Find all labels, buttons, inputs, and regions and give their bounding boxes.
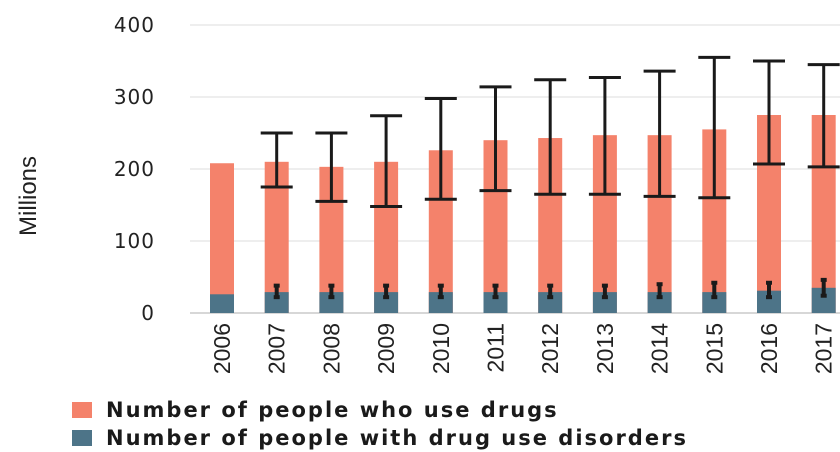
x-tick-label: 2007 (264, 323, 290, 374)
legend-item-drug-users: Number of people who use drugs (72, 396, 688, 424)
bar-drug-use-disorders (428, 292, 453, 313)
bar-drug-use-disorders (592, 292, 617, 313)
x-tick-label: 2014 (647, 323, 673, 374)
error-bars (260, 55, 840, 300)
y-tick-label: 100 (114, 229, 155, 253)
bar-drug-use-disorders (319, 292, 344, 313)
gridlines (190, 24, 840, 314)
x-tick-label: 2013 (592, 323, 618, 374)
y-tick-label: 300 (114, 85, 155, 109)
bar-drug-use-disorders (757, 290, 781, 313)
x-tick-label: 2010 (428, 323, 454, 374)
legend-item-drug-use-disorders: Number of people with drug use disorders (72, 424, 688, 452)
bar-drug-use-disorders (538, 292, 563, 313)
x-tick-label: 2006 (209, 323, 235, 374)
legend-label-drug-users: Number of people who use drugs (106, 398, 559, 422)
x-tick-label: 2011 (483, 323, 509, 372)
bar-drug-use-disorders (702, 292, 727, 313)
y-tick-label: 200 (114, 157, 155, 181)
x-axis-ticks: 2006 2007 2008 2009 2010 2011 2012 2013 2014 2015… (209, 323, 837, 374)
legend-swatch-drug-users (72, 402, 92, 418)
x-tick-label: 2017 (811, 323, 837, 374)
x-tick-label: 2008 (318, 323, 344, 374)
legend: Number of people who use drugs Number of… (72, 396, 688, 452)
y-axis-label: Millions (15, 156, 42, 236)
bar-drug-use-disorders (647, 292, 672, 313)
bar-drug-use-disorders (483, 292, 508, 313)
x-tick-label: 2012 (537, 323, 563, 374)
y-tick-label: 0 (141, 301, 155, 325)
legend-label-drug-use-disorders: Number of people with drug use disorders (106, 426, 688, 450)
bars-people-who-use-drugs (210, 115, 836, 313)
legend-swatch-drug-use-disorders (72, 430, 92, 446)
bars-drug-use-disorders (210, 287, 836, 313)
bar-drug-use-disorders (374, 292, 399, 313)
x-tick-label: 2009 (373, 323, 399, 374)
y-tick-label: 400 (114, 13, 155, 37)
bar-drug-users (210, 163, 234, 313)
bar-drug-use-disorders (264, 292, 289, 313)
x-tick-label: 2016 (756, 323, 782, 374)
x-tick-label: 2015 (701, 323, 727, 374)
y-axis-ticks: 0 100 200 300 400 (114, 13, 155, 325)
bar-drug-use-disorders (210, 294, 234, 313)
